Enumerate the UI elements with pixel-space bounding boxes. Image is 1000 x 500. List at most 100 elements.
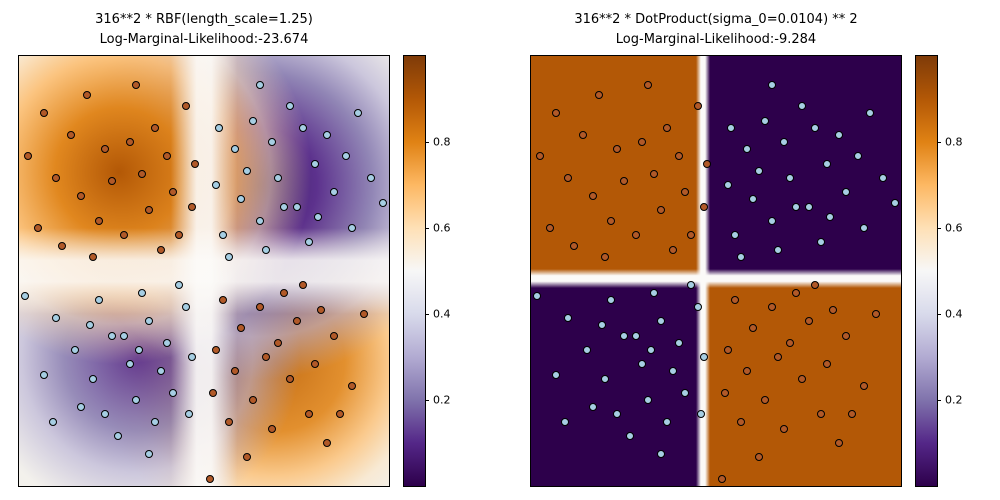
data-point bbox=[675, 152, 683, 161]
data-point bbox=[292, 317, 301, 326]
data-point bbox=[631, 231, 640, 240]
data-point bbox=[119, 331, 128, 340]
data-point bbox=[588, 191, 597, 200]
data-point bbox=[742, 145, 751, 154]
data-point bbox=[132, 396, 141, 404]
colorbar-tick-label: 0.2 bbox=[433, 393, 451, 407]
data-point bbox=[835, 130, 844, 139]
data-point bbox=[21, 292, 30, 301]
data-point bbox=[696, 410, 705, 419]
data-point bbox=[810, 281, 819, 290]
data-point bbox=[67, 130, 76, 139]
data-point bbox=[767, 302, 776, 311]
right-scatter-layer bbox=[531, 56, 901, 486]
data-point bbox=[224, 417, 233, 426]
data-point bbox=[144, 449, 153, 458]
data-point bbox=[58, 241, 67, 250]
data-point bbox=[212, 345, 221, 354]
data-point bbox=[52, 313, 60, 322]
data-point bbox=[187, 202, 196, 211]
data-point bbox=[85, 320, 94, 329]
data-point bbox=[255, 302, 264, 311]
data-point bbox=[860, 381, 868, 390]
data-point bbox=[638, 138, 646, 146]
data-point bbox=[314, 213, 323, 222]
left-colorbar: 0.2 0.4 0.6 0.8 bbox=[403, 55, 451, 487]
data-point bbox=[249, 396, 258, 404]
data-point bbox=[601, 374, 609, 383]
data-point bbox=[613, 410, 622, 419]
data-point bbox=[724, 181, 733, 189]
data-point bbox=[218, 295, 227, 304]
data-point bbox=[261, 353, 270, 361]
data-point bbox=[190, 159, 199, 168]
data-point bbox=[209, 388, 218, 397]
data-point bbox=[280, 288, 289, 297]
data-point bbox=[378, 198, 387, 207]
data-point bbox=[662, 123, 671, 132]
data-point bbox=[163, 152, 171, 161]
data-point bbox=[588, 403, 597, 412]
data-point bbox=[724, 345, 733, 354]
data-point bbox=[625, 431, 634, 440]
data-point bbox=[107, 177, 116, 186]
data-point bbox=[693, 302, 702, 311]
left-title-line2: Log-Marginal-Likelihood:-23.674 bbox=[99, 32, 309, 48]
data-point bbox=[39, 109, 48, 118]
data-point bbox=[33, 224, 42, 232]
data-point bbox=[304, 238, 313, 247]
data-point bbox=[341, 152, 350, 161]
data-point bbox=[132, 80, 141, 89]
data-point bbox=[681, 388, 690, 397]
data-point bbox=[82, 91, 91, 100]
data-point bbox=[89, 252, 97, 261]
data-point bbox=[619, 331, 628, 340]
data-point bbox=[702, 159, 711, 168]
data-point bbox=[804, 202, 813, 211]
data-point bbox=[853, 152, 862, 161]
colorbar-tick bbox=[425, 142, 429, 143]
data-point bbox=[594, 91, 603, 100]
data-point bbox=[736, 417, 745, 426]
colorbar-tick-label: 0.6 bbox=[433, 221, 451, 235]
data-point bbox=[169, 388, 178, 397]
data-point bbox=[187, 353, 196, 361]
data-point bbox=[597, 320, 606, 329]
data-point bbox=[218, 231, 227, 240]
left-title-line1: 316**2 * RBF(length_scale=1.25) bbox=[95, 12, 313, 27]
data-point bbox=[24, 152, 33, 161]
data-point bbox=[767, 80, 776, 89]
data-point bbox=[144, 206, 153, 215]
colorbar-tick-label: 0.4 bbox=[433, 307, 451, 321]
left-scatter-layer bbox=[19, 56, 389, 486]
data-point bbox=[138, 170, 147, 179]
data-point bbox=[360, 310, 369, 318]
data-point bbox=[311, 360, 319, 369]
data-point bbox=[150, 417, 159, 426]
data-point bbox=[718, 474, 727, 483]
data-point bbox=[298, 123, 307, 132]
data-point bbox=[656, 206, 665, 215]
data-point bbox=[267, 424, 276, 433]
data-point bbox=[215, 123, 224, 132]
data-point bbox=[76, 403, 85, 412]
data-point bbox=[560, 417, 569, 426]
data-point bbox=[773, 245, 782, 254]
right-title-line1: 316**2 * DotProduct(sigma_0=0.0104) ** 2 bbox=[574, 12, 858, 27]
data-point bbox=[292, 202, 301, 211]
data-point bbox=[224, 252, 233, 261]
data-point bbox=[564, 313, 572, 322]
data-point bbox=[749, 195, 757, 204]
data-point bbox=[286, 102, 295, 111]
data-point bbox=[156, 367, 165, 376]
colorbar-tick-label: 0.2 bbox=[945, 393, 963, 407]
data-point bbox=[829, 306, 838, 315]
data-point bbox=[267, 138, 276, 146]
data-point bbox=[847, 410, 856, 419]
data-point bbox=[579, 130, 588, 139]
left-plot-title: 316**2 * RBF(length_scale=1.25) Log-Marg… bbox=[18, 10, 390, 50]
data-point bbox=[742, 367, 751, 376]
data-point bbox=[329, 188, 338, 197]
data-point bbox=[243, 166, 252, 175]
data-point bbox=[206, 474, 215, 483]
